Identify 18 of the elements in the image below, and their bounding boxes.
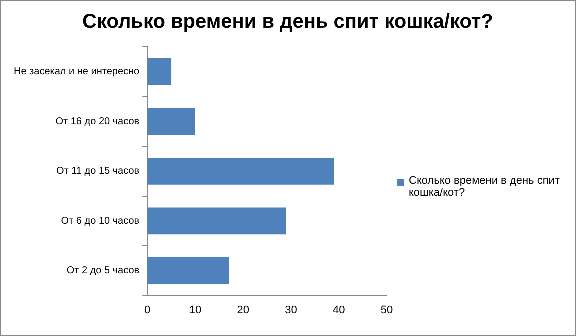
x-tick-label: 50 — [380, 304, 394, 316]
bar — [148, 158, 334, 185]
y-tick-label: Не засекал и не интересно — [14, 66, 140, 78]
y-tick-label: От 11 до 15 часов — [56, 166, 140, 178]
bar — [148, 108, 196, 136]
x-tick-label: 0 — [144, 304, 151, 316]
y-tick-label: От 2 до 5 часов — [66, 266, 140, 277]
x-tick-label: 20 — [237, 304, 250, 316]
x-tick-label: 10 — [189, 304, 202, 316]
legend-label: Сколько времени в день спит кошка/кот? — [409, 174, 561, 198]
y-tick-label: От 16 до 20 часов — [56, 116, 140, 128]
bar — [148, 58, 172, 86]
bar — [148, 208, 286, 235]
bar — [148, 257, 230, 284]
x-tick-label: 40 — [332, 304, 346, 316]
y-tick-label: От 6 до 10 часов — [61, 216, 140, 227]
chart-title: Сколько времени в день спит кошка/кот? — [82, 10, 494, 35]
x-tick-label: 30 — [285, 304, 298, 316]
